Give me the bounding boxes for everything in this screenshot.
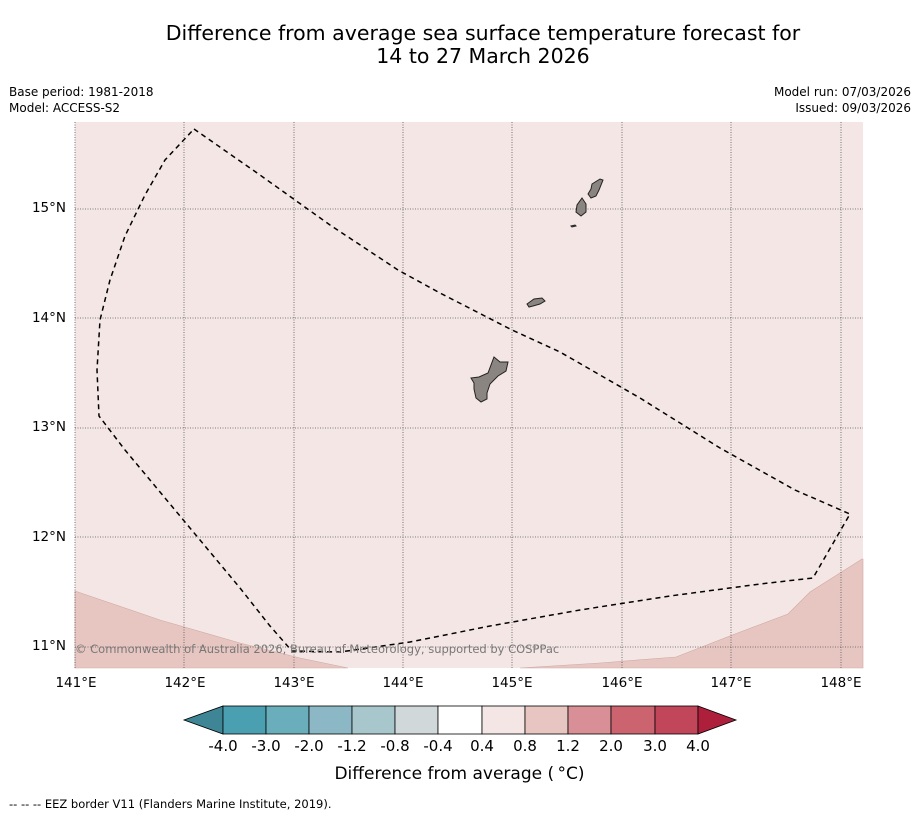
colorbar-tick: -4.0 (208, 737, 238, 755)
lon-label: 144°E (382, 675, 424, 691)
title-line-1: Difference from average sea surface temp… (165, 21, 801, 45)
colorbar-bin (610, 705, 656, 735)
lon-label: 147°E (710, 675, 752, 691)
lon-label: 142°E (164, 675, 206, 691)
saipan-island (587, 178, 604, 199)
lat-label: 15°N (31, 200, 66, 216)
lon-label: 148°E (820, 675, 862, 691)
colorbar-tick: 2.0 (599, 737, 623, 755)
gridlines (74, 122, 863, 668)
colorbar-tick: 0.4 (470, 737, 494, 755)
aguijan-islet (570, 224, 577, 228)
colorbar-bin (351, 705, 396, 735)
colorbar-bin (654, 705, 699, 735)
colorbar-tick: 1.2 (556, 737, 580, 755)
colorbar (182, 705, 738, 735)
colorbar-bin (567, 705, 612, 735)
chart-title: Difference from average sea surface temp… (0, 22, 919, 68)
map-background (75, 122, 863, 668)
colorbar-bin (394, 705, 439, 735)
eez-legend: -- -- -- EEZ border V11 (Flanders Marine… (9, 797, 332, 811)
meta-left: Base period: 1981-2018 Model: ACCESS-S2 (9, 84, 154, 116)
model-run: Model run: 07/03/2026 (773, 85, 911, 99)
title-line-2: 14 to 27 March 2026 (376, 44, 590, 68)
lat-label: 14°N (31, 310, 66, 326)
rota-island (526, 297, 546, 308)
colorbar-tick: 3.0 (643, 737, 667, 755)
colorbar-tick: -0.4 (423, 737, 453, 755)
colorbar-tick: -0.8 (380, 737, 410, 755)
lat-label: 12°N (31, 529, 66, 545)
guam-island (470, 356, 509, 403)
model-name: Model: ACCESS-S2 (9, 101, 121, 115)
colorbar-tick: -1.2 (337, 737, 367, 755)
tinian-island (575, 197, 587, 217)
colorbar-under-arrow (182, 705, 224, 735)
lon-label: 146°E (601, 675, 643, 691)
base-period: Base period: 1981-2018 (9, 85, 154, 99)
colorbar-bin (222, 705, 267, 735)
lon-label: 145°E (491, 675, 533, 691)
colorbar-over-arrow (697, 705, 738, 735)
colorbar-tick: -2.0 (294, 737, 324, 755)
colorbar-tick: 4.0 (686, 737, 710, 755)
colorbar-bin (308, 705, 353, 735)
eez-border (96, 128, 852, 653)
colorbar-bin (437, 705, 483, 735)
copyright-notice: © Commonwealth of Australia 2026, Bureau… (75, 642, 560, 656)
colorbar-bin (524, 705, 569, 735)
lat-label: 11°N (31, 638, 66, 654)
issued-date: Issued: 09/03/2026 (795, 101, 911, 115)
lat-label: 13°N (31, 419, 66, 435)
colorbar-label: Difference from average ( °C) (334, 764, 585, 784)
colorbar-bin (265, 705, 310, 735)
colorbar-tick: -3.0 (251, 737, 281, 755)
warm-region-southeast (519, 558, 864, 669)
colorbar-tick: 0.8 (513, 737, 537, 755)
lon-label: 141°E (55, 675, 97, 691)
colorbar-bin (481, 705, 526, 735)
meta-right: Model run: 07/03/2026 Issued: 09/03/2026 (774, 84, 911, 116)
lon-label: 143°E (273, 675, 315, 691)
